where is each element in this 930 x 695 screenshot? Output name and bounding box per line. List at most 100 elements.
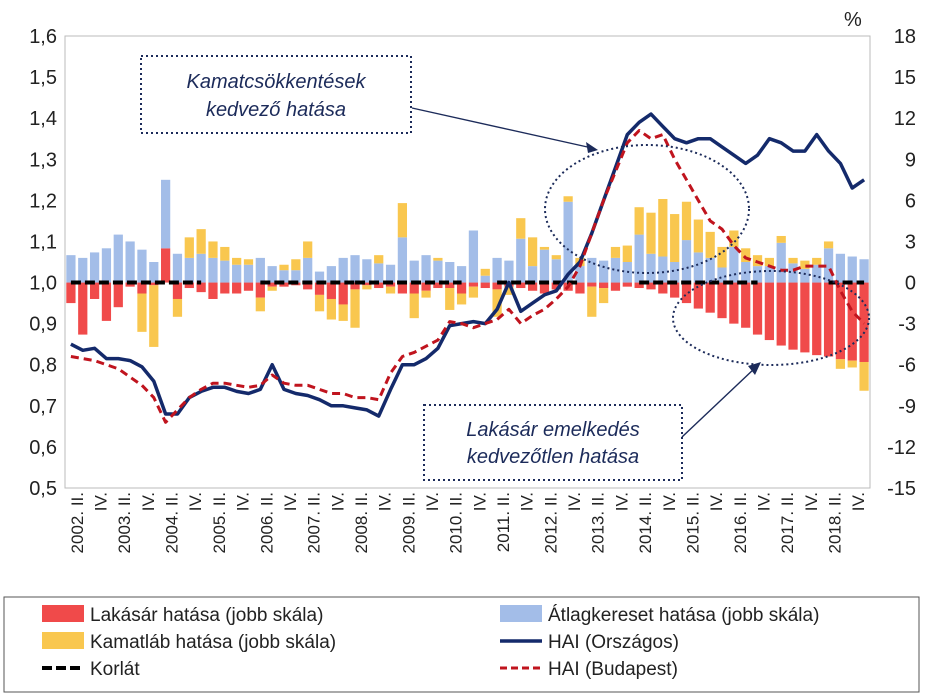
bar — [149, 285, 159, 347]
bar — [729, 230, 739, 247]
bar — [113, 234, 123, 283]
annotation-rate-cut: Kamatcsökkentések kedvező hatása — [140, 55, 750, 274]
bar — [196, 282, 206, 293]
x-tick-label: IV. — [423, 492, 442, 511]
x-tick-label: IV. — [234, 492, 253, 511]
bar — [243, 259, 254, 265]
bar — [693, 219, 703, 253]
bar — [279, 270, 289, 283]
bar — [658, 282, 668, 294]
bar — [480, 282, 490, 289]
left-tick-label: 1,3 — [29, 149, 57, 171]
bar — [362, 259, 372, 283]
bar — [646, 282, 656, 290]
bar — [764, 257, 774, 267]
bar — [66, 255, 76, 283]
bar — [350, 289, 360, 328]
legend-item-atlagkereset: Átlagkereset hatása (jobb skála) — [500, 605, 819, 626]
annotation-house-price-line2: kedvezőtlen hatása — [467, 446, 639, 468]
bar — [291, 259, 301, 271]
x-tick-label: 2011. II. — [494, 492, 513, 552]
bar — [527, 266, 538, 283]
bar — [764, 282, 774, 341]
bar — [172, 298, 183, 317]
bar — [599, 282, 609, 289]
bar — [823, 241, 834, 249]
x-tick-label: IV. — [849, 492, 868, 511]
bar — [291, 270, 301, 283]
bar — [693, 252, 703, 283]
x-tick-label: IV. — [612, 492, 631, 511]
left-tick-label: 0,6 — [29, 437, 57, 459]
bar — [788, 282, 798, 350]
bar — [89, 252, 100, 283]
bar — [232, 257, 242, 265]
bars — [66, 179, 869, 391]
bar — [480, 275, 490, 283]
bar — [326, 282, 336, 299]
bar — [670, 214, 680, 262]
bar — [563, 196, 573, 202]
bar — [859, 282, 869, 362]
bar — [208, 282, 218, 299]
bar — [800, 268, 810, 283]
bar — [101, 248, 112, 283]
bar — [208, 241, 218, 258]
bar — [421, 290, 431, 298]
bar — [575, 282, 585, 294]
right-tick-label: -15 — [887, 478, 916, 500]
right-tick-label: 3 — [905, 231, 916, 253]
bar — [445, 288, 455, 310]
bar — [646, 212, 656, 254]
bar — [433, 282, 443, 289]
bar — [551, 259, 561, 283]
annotation-house-price: Lakásár emelkedés kedvezőtlen hatása — [423, 270, 870, 481]
bar — [776, 282, 786, 346]
bar — [835, 253, 846, 283]
x-axis: 2002. II. IV. 2003. II. IV. 2004. II. IV. 2005… — [68, 492, 868, 553]
bar — [610, 257, 621, 283]
bar — [409, 260, 419, 283]
bar — [196, 253, 206, 283]
bar — [788, 263, 798, 283]
bar — [516, 238, 526, 283]
x-tick-label: IV. — [92, 492, 111, 511]
bar — [610, 282, 621, 291]
bar — [539, 249, 550, 283]
bar — [303, 282, 313, 290]
x-tick-label: IV. — [376, 492, 395, 511]
bar — [634, 282, 644, 289]
x-tick-label: 2017. II. — [778, 492, 797, 553]
right-tick-label: 12 — [894, 108, 916, 130]
right-unit-label: % — [844, 9, 862, 31]
bar — [468, 282, 479, 287]
bar — [800, 260, 810, 269]
x-tick-label: IV. — [281, 492, 300, 511]
legend-item-korlat: Korlát — [42, 659, 140, 680]
bar — [551, 255, 561, 260]
hai-orszagos-line — [70, 112, 866, 418]
bar — [492, 282, 502, 290]
x-tick-label: 2008. II. — [352, 492, 371, 553]
bar — [610, 246, 621, 258]
x-tick-label: IV. — [565, 492, 584, 511]
bar — [705, 231, 715, 258]
bar — [314, 294, 325, 312]
bar — [421, 282, 431, 291]
bar — [681, 282, 692, 304]
bar — [125, 282, 135, 287]
bar — [409, 293, 419, 319]
bar — [89, 282, 100, 299]
bar — [172, 282, 183, 299]
annotation-rate-cut-line1: Kamatcsökkentések — [187, 71, 367, 93]
bar — [184, 237, 194, 258]
bar — [385, 264, 396, 283]
left-axis: 0,5 0,6 0,7 0,8 0,9 1,0 1,1 1,2 1,3 1,4 1,5 1,6 — [29, 26, 57, 500]
bar — [279, 282, 289, 287]
bar — [752, 282, 763, 335]
legend-label-hai-orszagos: HAI (Országos) — [548, 632, 679, 653]
right-tick-label: 18 — [894, 26, 916, 48]
x-tick-label: IV. — [470, 492, 489, 511]
bar — [267, 282, 277, 287]
legend-label-lakasar: Lakásár hatása (jobb skála) — [90, 605, 323, 626]
